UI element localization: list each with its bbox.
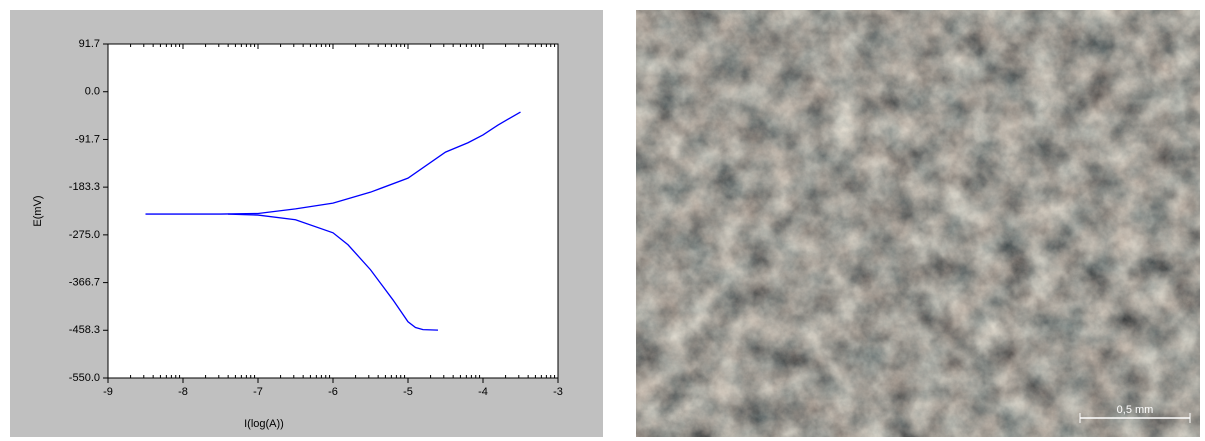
y-axis-label: E(mV) xyxy=(32,195,44,226)
y-tick-label: -275.0 xyxy=(69,229,100,241)
y-tick-label: -366.7 xyxy=(69,277,100,289)
x-tick-label: -3 xyxy=(553,386,563,398)
x-axis-label: I(log(A)) xyxy=(244,418,284,430)
curve xyxy=(145,111,521,215)
x-tick-label: -4 xyxy=(478,386,488,398)
x-tick-label: -5 xyxy=(403,386,413,398)
x-tick-label: -8 xyxy=(178,386,188,398)
y-tick-label: -458.3 xyxy=(69,324,100,336)
y-tick-label: -183.3 xyxy=(69,181,100,193)
plot-area xyxy=(107,43,559,379)
curve xyxy=(227,213,439,331)
y-tick-label: -91.7 xyxy=(75,133,100,145)
x-tick-label: -6 xyxy=(328,386,338,398)
y-tick-label: 91.7 xyxy=(79,38,100,50)
scale-bar-label: 0,5 mm xyxy=(1117,404,1154,416)
y-tick-label: -550.0 xyxy=(69,372,100,384)
micrograph xyxy=(636,10,1200,437)
x-tick-label: -9 xyxy=(103,386,113,398)
y-tick-label: 0.0 xyxy=(85,86,100,98)
x-tick-label: -7 xyxy=(253,386,263,398)
